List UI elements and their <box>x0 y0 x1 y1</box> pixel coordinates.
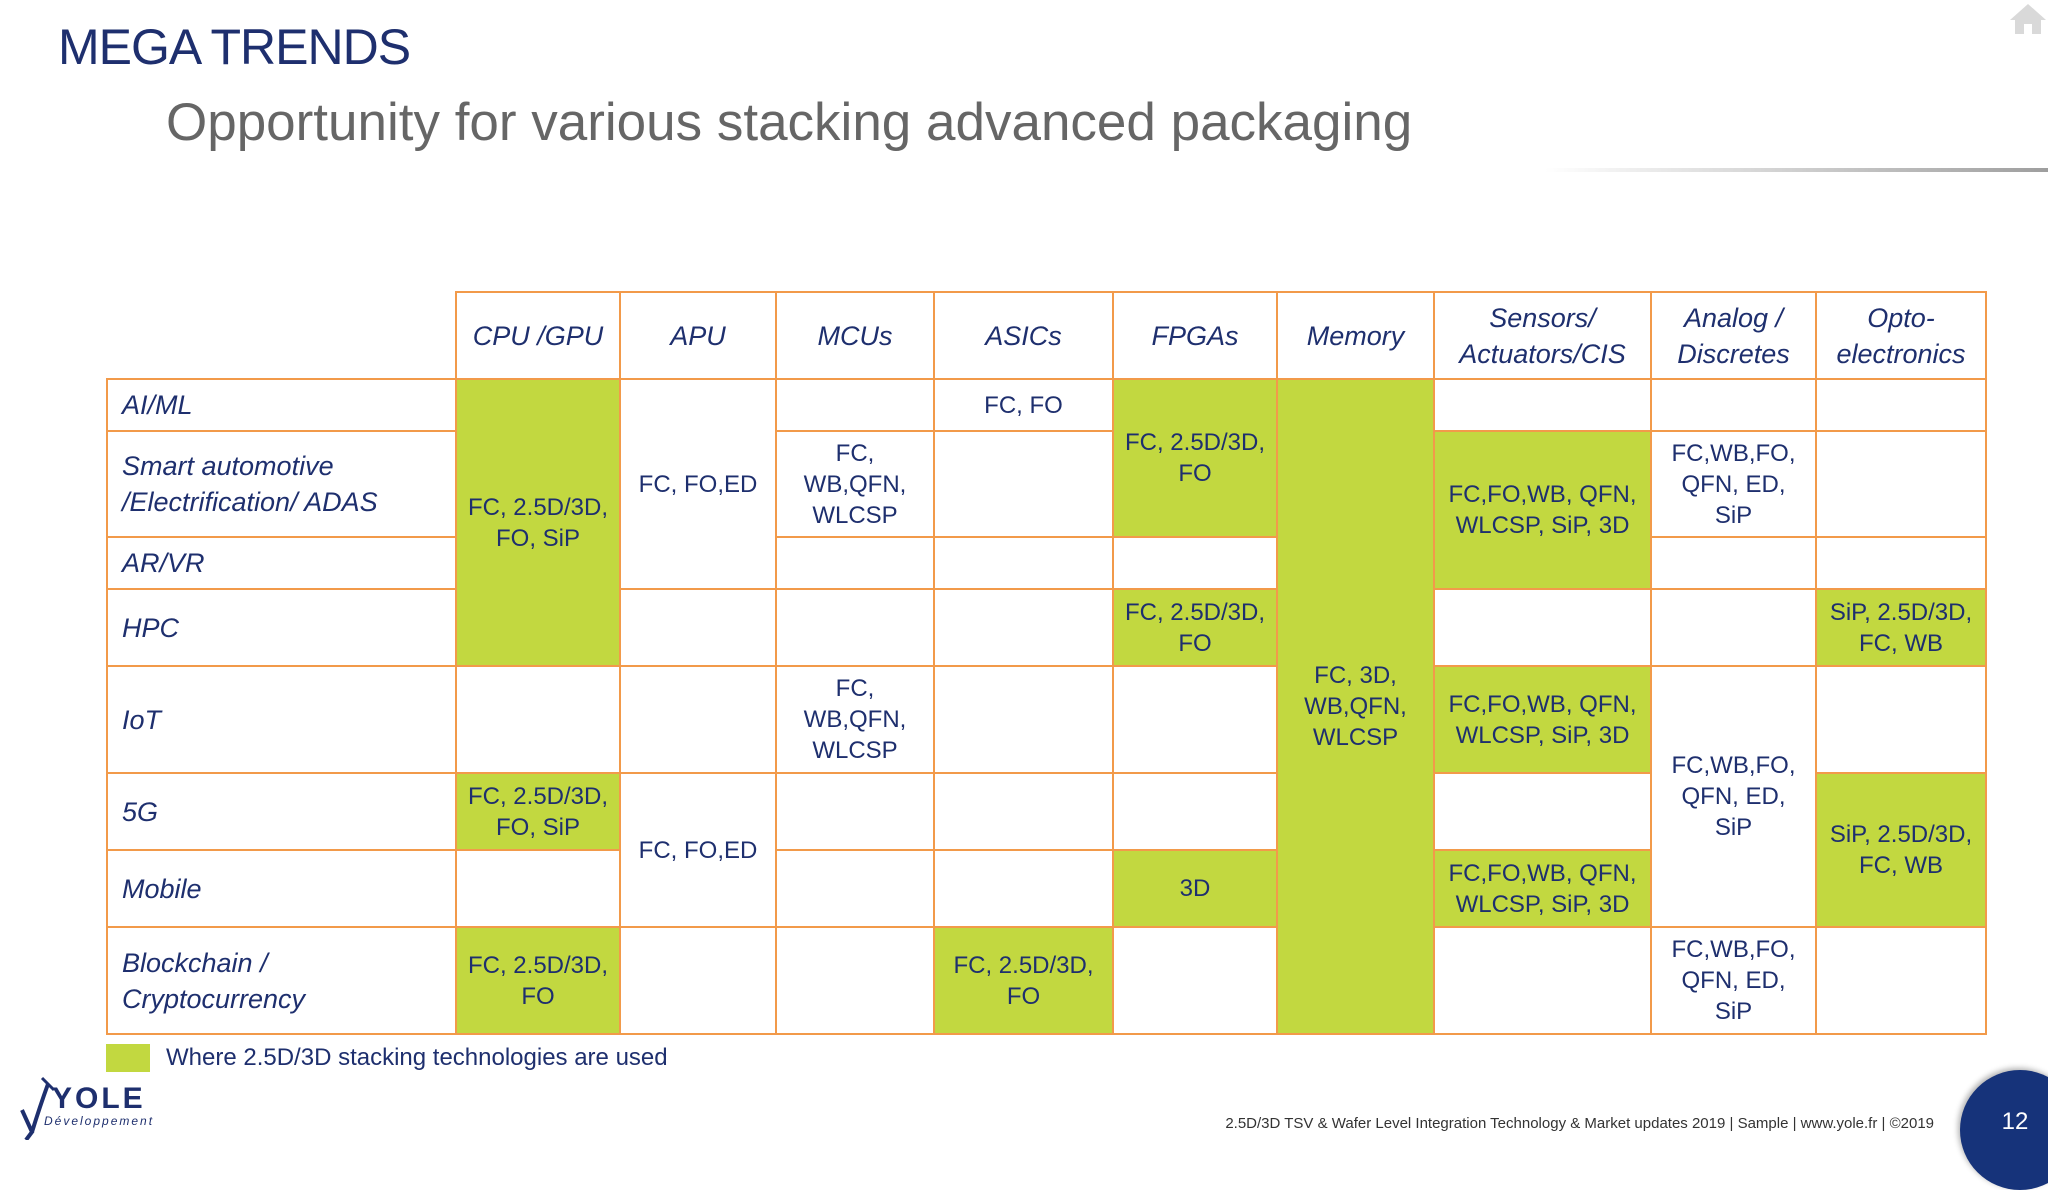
table-cell: FC, FO <box>933 378 1114 432</box>
page-number: 12 <box>2001 1108 2029 1135</box>
table-cell: SiP, 2.5D/3D, FC, WB <box>1815 588 1987 667</box>
table-cell <box>619 588 777 667</box>
table-cell <box>1650 378 1817 432</box>
legend-text: Where 2.5D/3D stacking technologies are … <box>166 1044 668 1071</box>
column-header-analog: Analog / Discretes <box>1650 291 1817 380</box>
row-label-iot: IoT <box>106 665 457 774</box>
table-cell <box>1433 378 1652 432</box>
table-cell <box>455 665 621 774</box>
header-divider <box>1545 168 2048 172</box>
table-cell: FC, 2.5D/3D, FO <box>933 926 1114 1035</box>
table-cell: SiP, 2.5D/3D, FC, WB <box>1815 772 1987 928</box>
packaging-matrix-table: CPU /GPU APU MCUs ASICs FPGAs Memory Sen… <box>106 291 1987 1035</box>
table-cell <box>1650 588 1817 667</box>
column-header-memory: Memory <box>1276 291 1435 380</box>
table-cell <box>1433 588 1652 667</box>
table-cell <box>933 536 1114 590</box>
table-cell <box>619 665 777 774</box>
logo-mark-icon <box>20 1076 56 1140</box>
table-cell <box>1815 430 1987 538</box>
table-cell: FC,WB,FO, QFN, ED, SiP <box>1650 665 1817 928</box>
column-header-mcus: MCUs <box>775 291 935 380</box>
table-cell: FC,FO,WB, QFN, WLCSP, SiP, 3D <box>1433 665 1652 774</box>
table-cell: FC,FO,WB, QFN, WLCSP, SiP, 3D <box>1433 849 1652 928</box>
table-cell <box>775 536 935 590</box>
row-label-5g: 5G <box>106 772 457 851</box>
table-cell <box>1815 926 1987 1035</box>
table-cell: FC, FO,ED <box>619 378 777 590</box>
table-cell <box>933 772 1114 851</box>
logo-subtitle: Développement <box>44 1114 155 1128</box>
table-cell <box>933 849 1114 928</box>
table-cell <box>1112 665 1278 774</box>
row-label-smart-automotive: Smart automotive /Electrification/ ADAS <box>106 430 457 538</box>
table-cell: FC, WB,QFN, WLCSP <box>775 430 935 538</box>
table-cell: FC, 3D, WB,QFN, WLCSP <box>1276 378 1435 1035</box>
table-cell: FC,WB,FO, QFN, ED, SiP <box>1650 430 1817 538</box>
table-cell <box>775 378 935 432</box>
table-cell <box>1433 772 1652 851</box>
logo-name: YOLE <box>52 1082 146 1115</box>
page-subtitle: Opportunity for various stacking advance… <box>166 93 1413 152</box>
table-cell <box>775 772 935 851</box>
table-cell <box>933 588 1114 667</box>
table-cell: FC,WB,FO, QFN, ED, SiP <box>1650 926 1817 1035</box>
table-cell <box>1650 536 1817 590</box>
table-cell: FC,FO,WB, QFN, WLCSP, SiP, 3D <box>1433 430 1652 590</box>
table-corner <box>107 292 456 379</box>
yole-logo: YOLE Développement <box>18 1076 158 1140</box>
column-header-fpgas: FPGAs <box>1112 291 1278 380</box>
footer-text: 2.5D/3D TSV & Wafer Level Integration Te… <box>1225 1115 1934 1132</box>
table-cell: FC, 2.5D/3D, FO, SiP <box>455 378 621 667</box>
table-cell <box>775 588 935 667</box>
column-header-asics: ASICs <box>933 291 1114 380</box>
table-cell: FC, 2.5D/3D, FO <box>1112 588 1278 667</box>
table-cell: FC, WB,QFN, WLCSP <box>775 665 935 774</box>
page-title: MEGA TRENDS <box>58 19 411 75</box>
row-label-ar-vr: AR/VR <box>106 536 457 590</box>
column-header-apu: APU <box>619 291 777 380</box>
table-cell: FC, 2.5D/3D, FO <box>1112 378 1278 538</box>
table-cell <box>455 849 621 928</box>
home-icon[interactable] <box>2008 2 2048 36</box>
table-cell <box>775 849 935 928</box>
table-cell <box>1112 926 1278 1035</box>
row-label-mobile: Mobile <box>106 849 457 928</box>
table-cell <box>933 430 1114 538</box>
row-label-hpc: HPC <box>106 588 457 667</box>
table-cell <box>1815 536 1987 590</box>
table-cell <box>775 926 935 1035</box>
table-cell <box>1433 926 1652 1035</box>
table-cell <box>1815 378 1987 432</box>
column-header-sensors: Sensors/ Actuators/CIS <box>1433 291 1652 380</box>
table-cell: FC, FO,ED <box>619 772 777 928</box>
table-cell <box>1112 772 1278 851</box>
table-cell: FC, 2.5D/3D, FO <box>455 926 621 1035</box>
table-cell: 3D <box>1112 849 1278 928</box>
table-cell: FC, 2.5D/3D, FO, SiP <box>455 772 621 851</box>
table-cell <box>1112 536 1278 590</box>
column-header-cpu-gpu: CPU /GPU <box>455 291 621 380</box>
row-label-ai-ml: AI/ML <box>106 378 457 432</box>
legend-swatch <box>106 1044 150 1072</box>
table-cell <box>1815 665 1987 774</box>
row-label-blockchain: Blockchain / Cryptocurrency <box>106 926 457 1035</box>
table-cell <box>933 665 1114 774</box>
table-cell <box>619 926 777 1035</box>
column-header-opto: Opto- electronics <box>1815 291 1987 380</box>
